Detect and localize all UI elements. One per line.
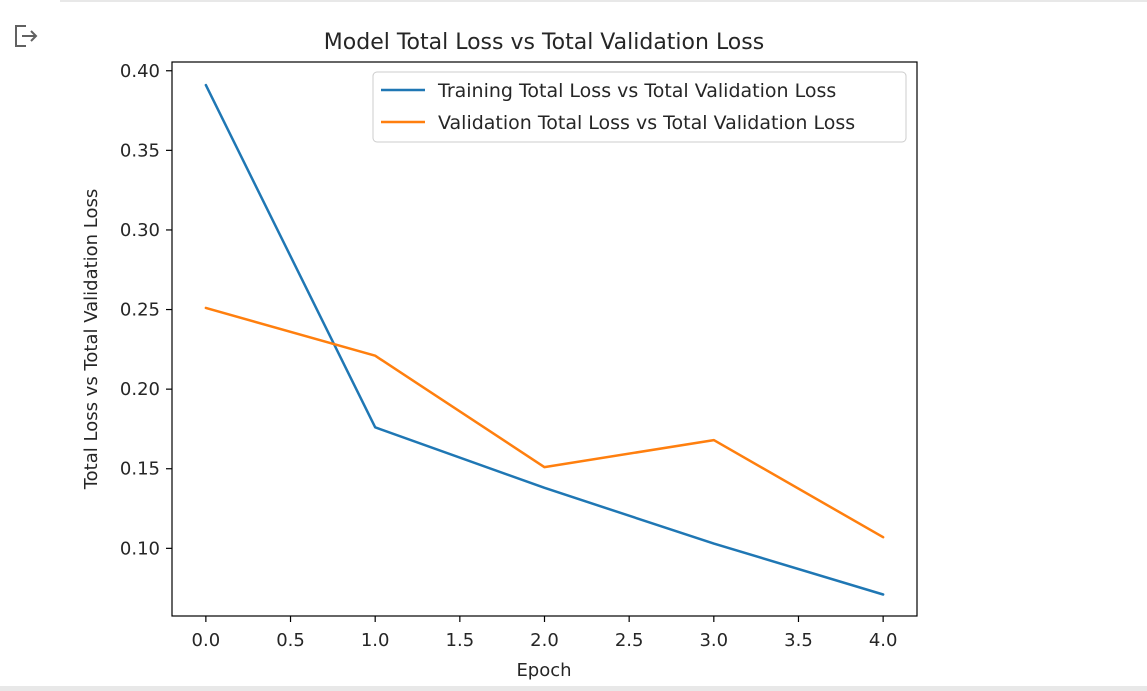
x-tick-label: 0.5 bbox=[276, 630, 305, 651]
x-tick-label: 3.0 bbox=[699, 630, 728, 651]
x-tick-label: 0.0 bbox=[192, 630, 221, 651]
x-tick-label: 2.0 bbox=[530, 630, 559, 651]
x-tick-label: 4.0 bbox=[869, 630, 898, 651]
y-tick-label: 0.20 bbox=[120, 379, 160, 400]
series-line-training bbox=[204, 83, 885, 596]
y-tick-label: 0.30 bbox=[120, 220, 160, 241]
output-redirect-icon[interactable] bbox=[12, 22, 46, 52]
x-tick-label: 1.5 bbox=[446, 630, 475, 651]
cell-top-border bbox=[60, 0, 1147, 2]
x-axis-ticks: 0.0 0.5 1.0 1.5 2.0 2.5 3.0 3.5 4.0 bbox=[192, 616, 898, 651]
y-axis-label: Total Loss vs Total Validation Loss bbox=[81, 189, 102, 491]
series-line-validation bbox=[204, 306, 885, 539]
plot-area-frame bbox=[171, 61, 918, 617]
legend: Training Total Loss vs Total Validation … bbox=[372, 71, 907, 143]
series-lines bbox=[204, 83, 885, 596]
cell-bottom-border bbox=[0, 686, 1147, 691]
y-tick-label: 0.10 bbox=[120, 538, 160, 559]
chart-title: Model Total Loss vs Total Validation Los… bbox=[324, 30, 764, 55]
y-tick-label: 0.15 bbox=[120, 459, 160, 480]
legend-label-validation: Validation Total Loss vs Total Validatio… bbox=[438, 112, 855, 134]
y-axis-ticks: 0.10 0.15 0.20 0.25 0.30 0.35 0.40 bbox=[120, 61, 172, 559]
y-tick-label: 0.40 bbox=[120, 61, 160, 82]
y-tick-label: 0.35 bbox=[120, 140, 160, 161]
x-tick-label: 1.0 bbox=[361, 630, 390, 651]
y-tick-label: 0.25 bbox=[120, 300, 160, 321]
legend-label-training: Training Total Loss vs Total Validation … bbox=[437, 80, 836, 102]
x-tick-label: 2.5 bbox=[615, 630, 644, 651]
x-axis-label: Epoch bbox=[516, 660, 571, 681]
legend-box bbox=[372, 71, 907, 143]
x-tick-label: 3.5 bbox=[784, 630, 813, 651]
